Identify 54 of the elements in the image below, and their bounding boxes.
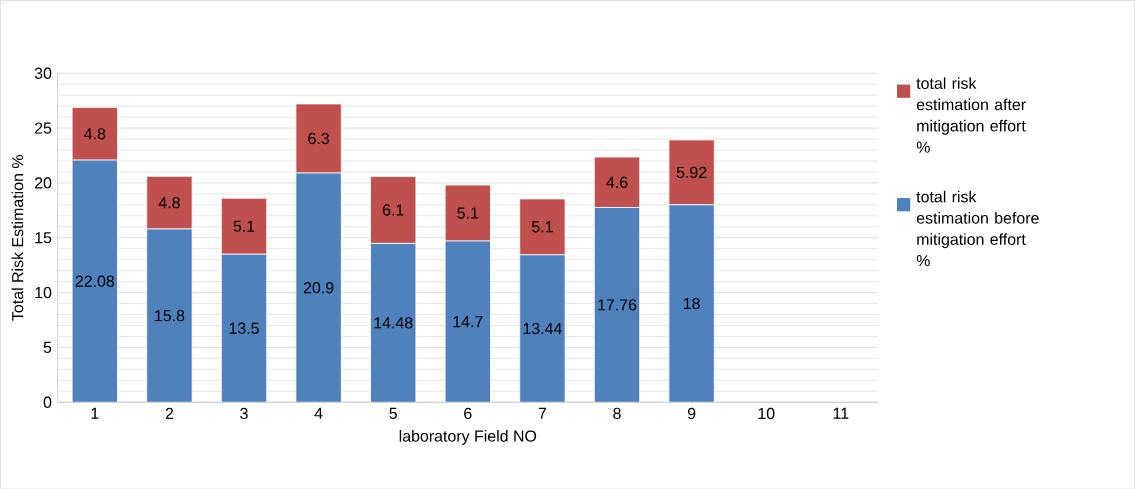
bar	[295, 172, 342, 403]
bar	[593, 206, 641, 403]
data-label: 5.1	[531, 221, 553, 233]
bar	[668, 204, 715, 403]
x-tick-label: 8	[613, 407, 621, 419]
data-label: 22.08	[75, 275, 115, 287]
data-label: 13.5	[229, 322, 259, 334]
y-tick-label: 15	[35, 231, 52, 244]
x-tick-label: 9	[687, 407, 696, 419]
data-label: 14.48	[374, 316, 413, 329]
bar	[220, 253, 268, 403]
data-label: 5.1	[233, 220, 255, 232]
x-tick-label: 7	[538, 407, 547, 419]
data-label: 4.8	[158, 196, 180, 209]
data-label: 17.76	[598, 298, 637, 311]
y-tick-label: 10	[35, 286, 52, 298]
bar	[71, 159, 118, 403]
data-label: 5.92	[676, 166, 707, 178]
bar	[444, 240, 491, 403]
bar	[519, 254, 566, 403]
bar	[370, 175, 417, 244]
x-tick-label: 10	[758, 407, 775, 419]
x-tick-label: 6	[464, 407, 472, 419]
legend-label: total risk estimation before mitigation effort %	[916, 190, 1039, 266]
x-tick-label: 2	[165, 407, 174, 419]
data-label: 13.44	[523, 322, 562, 334]
legend-label: total risk estimation after mitigation effort %	[916, 77, 1026, 153]
data-label: 18	[683, 297, 700, 309]
bar	[444, 184, 491, 242]
y-tick-label: 0	[43, 396, 52, 408]
y-tick-label: 20	[34, 177, 52, 189]
bar	[146, 175, 193, 230]
data-label: 15.8	[155, 309, 185, 322]
x-tick-label: 3	[240, 407, 248, 419]
x-tick-label: 11	[833, 407, 849, 419]
y-tick-label: 30	[34, 67, 52, 79]
data-label: 4.8	[84, 127, 106, 140]
y-tick-label: 5	[43, 341, 52, 353]
data-label: 20.9	[303, 281, 334, 294]
data-label: 14.7	[453, 315, 483, 327]
x-tick-label: 5	[389, 407, 397, 419]
bar	[220, 197, 268, 255]
data-label: 6.1	[382, 204, 404, 216]
data-label: 5.1	[457, 207, 479, 219]
x-tick-label: 4	[314, 407, 323, 419]
y-axis-title: Total Risk Estimation %	[11, 154, 24, 321]
bar	[519, 198, 566, 256]
bar	[370, 242, 417, 403]
y-tick-label: 25	[34, 122, 52, 134]
x-axis-title: laboratory Field NO	[399, 429, 537, 445]
bar	[146, 228, 193, 403]
data-label: 4.6	[606, 176, 628, 188]
x-tick-label: 1	[91, 407, 99, 419]
data-label: 6.3	[308, 132, 329, 144]
